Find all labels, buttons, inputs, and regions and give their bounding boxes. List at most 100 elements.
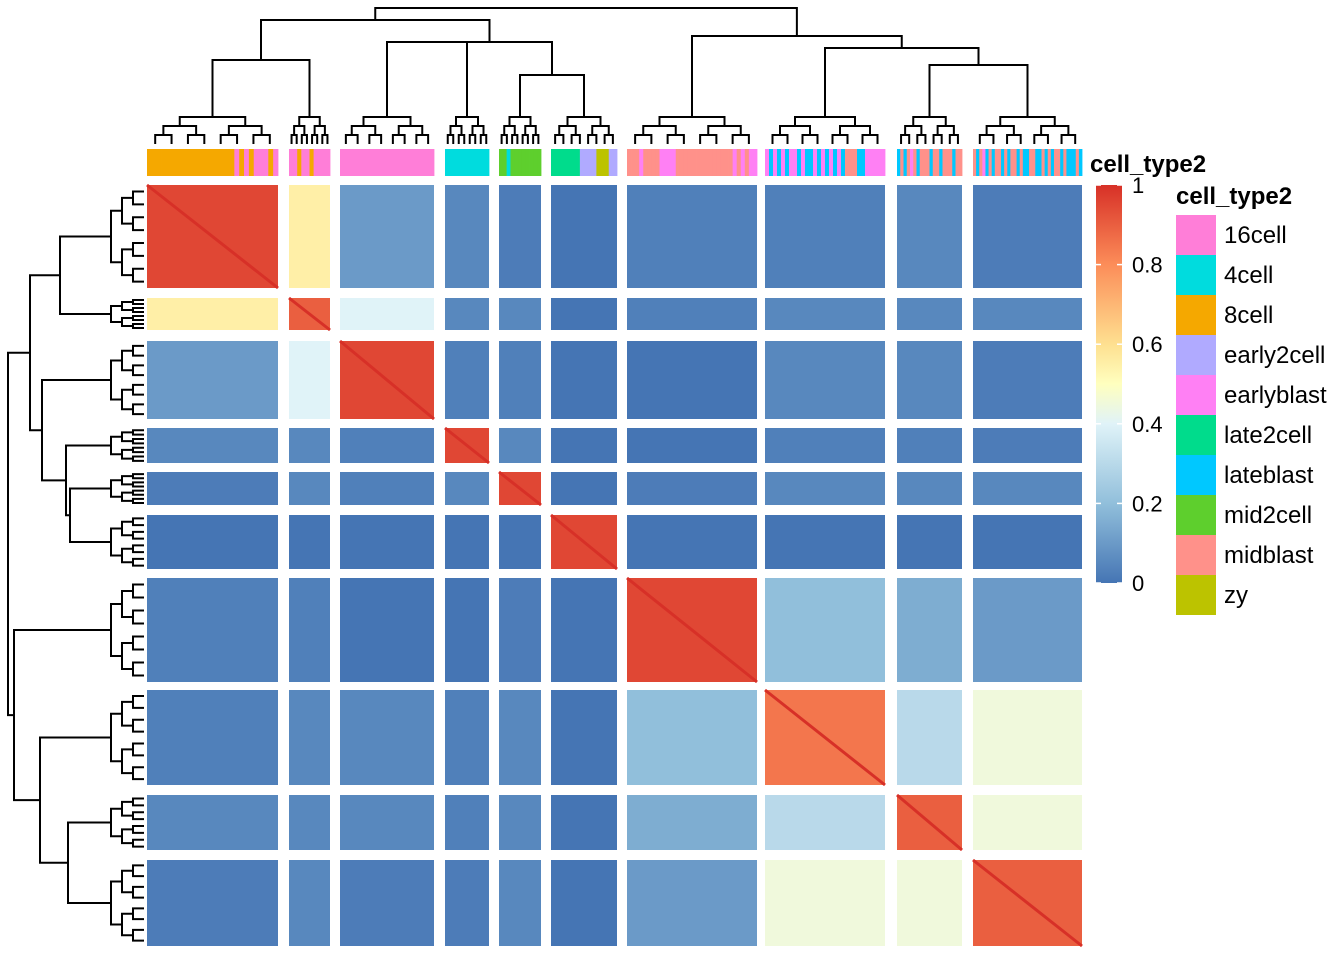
- dendrogram-branch: [779, 125, 811, 135]
- heatmap-block: [499, 428, 541, 463]
- annotation-cell: [631, 149, 636, 176]
- annotation-cell: [612, 149, 618, 176]
- dendrogram-branch: [67, 821, 111, 904]
- annotation-cell: [200, 149, 206, 176]
- dendrogram-branch: [39, 736, 111, 864]
- annotation-cell: [571, 149, 577, 176]
- heatmap-cell: [147, 472, 278, 505]
- heatmap-block: [146, 183, 279, 290]
- dendrogram-branch: [293, 125, 306, 135]
- heatmap-cell: [289, 341, 330, 419]
- heatmap-block: [289, 795, 330, 850]
- heatmap-cell: [551, 472, 617, 505]
- heatmap-cell: [627, 185, 757, 288]
- dendrogram-branch: [132, 216, 144, 232]
- annotation-cell: [900, 149, 904, 176]
- annotation-cell: [592, 149, 597, 176]
- heatmap-block: [289, 185, 330, 288]
- annotation-cell: [667, 149, 673, 176]
- annotation-cell: [234, 149, 240, 176]
- dendrogram-branch: [132, 315, 144, 321]
- dendrogram-branch: [7, 351, 30, 717]
- annotation-cell: [655, 149, 660, 176]
- annotation-cell: [700, 149, 705, 176]
- annotation-cell: [982, 149, 986, 176]
- annotation-cell: [359, 149, 364, 176]
- heatmap-cell: [973, 472, 1082, 505]
- annotation-cell: [579, 149, 585, 176]
- heatmap-block: [288, 296, 331, 332]
- annotation-legend-item: zy: [1176, 575, 1248, 615]
- dendrogram-branch: [824, 47, 980, 117]
- dendrogram-branch: [132, 344, 144, 357]
- heatmap-block: [627, 860, 757, 946]
- annotation-cell: [837, 149, 842, 176]
- annotation-cell: [1047, 149, 1052, 176]
- heatmap-block: [289, 860, 330, 946]
- annotation-cell: [224, 149, 230, 176]
- annotation-cell: [445, 149, 450, 176]
- annotation-cell: [865, 149, 870, 176]
- annotation-cell: [470, 149, 475, 176]
- dendrogram-branch: [132, 811, 144, 821]
- heatmap-block: [340, 185, 434, 288]
- annotation-cell: [185, 149, 192, 176]
- annotation-cell: [533, 149, 538, 176]
- dendrogram-branch: [904, 125, 923, 135]
- annotation-cell: [244, 149, 250, 176]
- dendrogram-branch: [132, 190, 144, 206]
- heatmap-block: [897, 515, 962, 569]
- heatmap-block: [340, 578, 434, 682]
- dendrogram-branch: [642, 125, 677, 135]
- legend-label: 16cell: [1224, 222, 1287, 249]
- annotation-cell: [402, 149, 407, 176]
- annotation-cell: [973, 149, 977, 176]
- dendrogram-branch: [121, 301, 133, 311]
- annotation-cell: [229, 149, 235, 176]
- heatmap-block: [445, 860, 489, 946]
- dendrogram-branch: [132, 635, 144, 651]
- annotation-cell: [916, 149, 921, 176]
- annotation-cell: [559, 149, 564, 176]
- heatmap-cell: [289, 515, 330, 569]
- annotation-cell: [929, 149, 934, 176]
- heatmap-cell: [551, 298, 617, 330]
- annotation-cell: [708, 149, 713, 176]
- heatmap-block: [973, 472, 1082, 505]
- annotation-cell: [849, 149, 854, 176]
- dendrogram-branch: [985, 125, 1015, 135]
- dendrogram-branch: [391, 134, 406, 144]
- diagonal-line: [146, 183, 279, 290]
- dendrogram-branch: [110, 435, 122, 456]
- heatmap-cell: [765, 298, 885, 330]
- heatmap-cell: [445, 298, 489, 330]
- heatmap-cell: [627, 515, 757, 569]
- dendrogram-branch: [503, 125, 516, 135]
- annotation-cell: [459, 149, 464, 176]
- annotation-cell: [1025, 149, 1030, 176]
- annotation-cell: [675, 149, 681, 176]
- annotation-cell: [781, 149, 786, 176]
- dendrogram-branch: [374, 7, 798, 36]
- dendrogram-branch: [219, 134, 239, 144]
- dendrogram-branch: [121, 431, 133, 443]
- dendrogram-branch: [132, 742, 144, 757]
- dendrogram-branch: [132, 473, 144, 480]
- dendrogram-branch: [132, 497, 144, 504]
- heatmap-cell: [289, 472, 330, 505]
- annotation-legend-title: cell_type2: [1176, 183, 1292, 210]
- annotation-cell: [387, 149, 392, 176]
- annotation-cell: [1016, 149, 1021, 176]
- dendrogram-branch: [132, 241, 144, 257]
- dendrogram-branch: [132, 489, 144, 496]
- heatmap-block: [973, 185, 1082, 288]
- heatmap-block: [897, 472, 962, 505]
- heatmap-cell: [147, 298, 278, 330]
- heatmap-block: [551, 860, 617, 946]
- annotation-cell: [720, 149, 725, 176]
- dendrogram-branch: [132, 307, 144, 313]
- annotation-cell: [1075, 149, 1080, 176]
- dendrogram-branch: [350, 125, 377, 135]
- heatmap-cell: [147, 428, 278, 463]
- annotation-cell: [268, 149, 274, 176]
